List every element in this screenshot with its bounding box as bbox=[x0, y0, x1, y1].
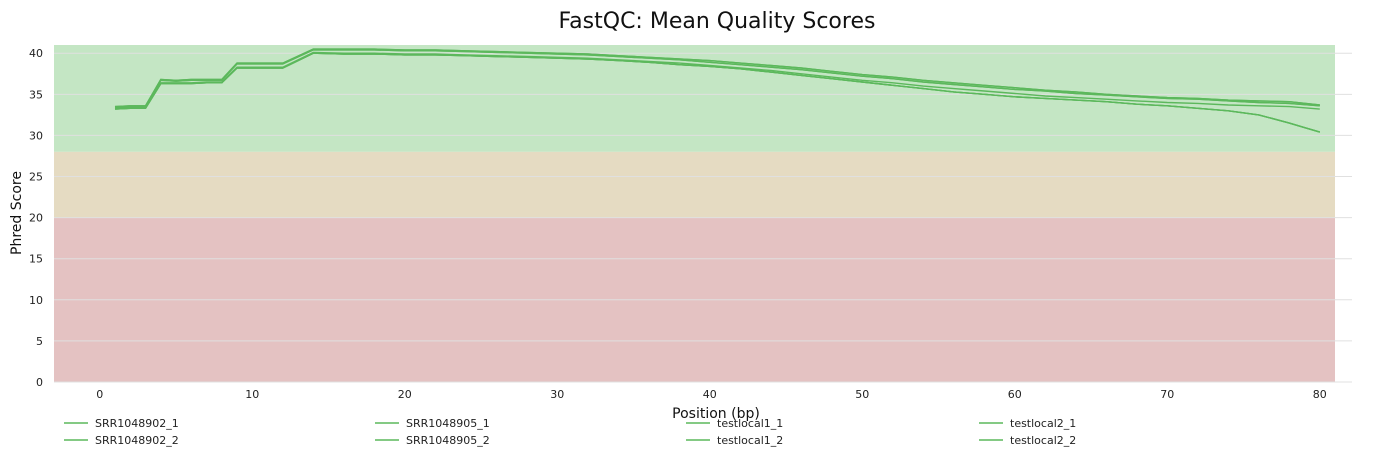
x-tick-label: 20 bbox=[398, 388, 412, 401]
x-axis-label: Position (bp) bbox=[672, 406, 760, 422]
x-tick-label: 70 bbox=[1160, 388, 1174, 401]
x-tick-label: 80 bbox=[1313, 388, 1327, 401]
x-tick-label: 50 bbox=[855, 388, 869, 401]
legend-item: testlocal2_2 bbox=[979, 434, 1076, 447]
chart-title: FastQC: Mean Quality Scores bbox=[559, 9, 876, 34]
x-tick-label: 0 bbox=[96, 388, 103, 401]
y-tick-label: 15 bbox=[29, 253, 43, 266]
legend-item: SRR1048902_1 bbox=[64, 417, 179, 430]
y-tick-label: 35 bbox=[29, 88, 43, 101]
legend-item: SRR1048905_1 bbox=[375, 417, 490, 430]
y-tick-label: 10 bbox=[29, 294, 43, 307]
legend-label: testlocal2_2 bbox=[1010, 434, 1076, 447]
y-tick-label: 0 bbox=[36, 376, 43, 389]
x-tick-label: 30 bbox=[550, 388, 564, 401]
legend-item: SRR1048905_2 bbox=[375, 434, 490, 447]
y-tick-label: 5 bbox=[36, 335, 43, 348]
legend-item: SRR1048902_2 bbox=[64, 434, 179, 447]
quality-bands bbox=[54, 45, 1335, 382]
series-lines bbox=[114, 48, 1320, 133]
legend-label: SRR1048905_1 bbox=[406, 417, 490, 430]
legend-label: SRR1048902_2 bbox=[95, 434, 179, 447]
legend-label: testlocal1_2 bbox=[717, 434, 783, 447]
legend-label: SRR1048905_2 bbox=[406, 434, 490, 447]
x-tick-label: 40 bbox=[703, 388, 717, 401]
quality-band-1 bbox=[54, 151, 1335, 218]
legend-label: SRR1048902_1 bbox=[95, 417, 179, 430]
series-line-testlocal2_1 bbox=[114, 49, 1320, 109]
y-tick-label: 25 bbox=[29, 171, 43, 184]
legend-item: testlocal1_1 bbox=[686, 417, 783, 430]
legend: SRR1048902_1 SRR1048902_2 SRR1048905_1 SRR1… bbox=[64, 417, 1076, 447]
legend-label: testlocal2_1 bbox=[1010, 417, 1076, 430]
x-tick-label: 60 bbox=[1008, 388, 1022, 401]
y-tick-label: 40 bbox=[29, 47, 43, 60]
series-line-testlocal2_2 bbox=[114, 51, 1320, 110]
y-axis-label: Phred Score bbox=[9, 171, 25, 255]
legend-item: testlocal1_2 bbox=[686, 434, 783, 447]
y-axis-ticks: 0 5 10 15 20 25 30 35 40 bbox=[29, 47, 43, 389]
y-tick-label: 30 bbox=[29, 129, 43, 142]
legend-item: testlocal2_1 bbox=[979, 417, 1076, 430]
legend-label: testlocal1_1 bbox=[717, 417, 783, 430]
gridlines bbox=[54, 52, 1352, 383]
x-axis-ticks: 0 10 20 30 40 50 60 70 80 bbox=[96, 388, 1327, 401]
y-tick-label: 20 bbox=[29, 212, 43, 225]
x-tick-label: 10 bbox=[245, 388, 259, 401]
